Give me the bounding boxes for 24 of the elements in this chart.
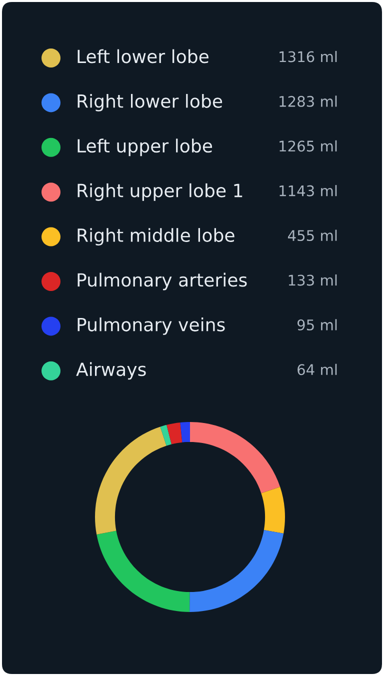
legend-label: Pulmonary veins bbox=[78, 317, 225, 335]
donut-slice bbox=[180, 422, 190, 442]
donut-slice bbox=[190, 422, 280, 494]
legend-label: Left lower lobe bbox=[78, 49, 208, 64]
data-label: 1316 ml bbox=[280, 50, 337, 62]
donut-slice bbox=[96, 530, 190, 612]
data-label: 1265 ml bbox=[280, 140, 337, 152]
data-label: 64 ml bbox=[298, 364, 337, 376]
donut-slice bbox=[160, 424, 172, 446]
legend-label: Right middle lobe bbox=[78, 228, 234, 246]
data-label: 1283 ml bbox=[280, 96, 337, 107]
donut-slice bbox=[166, 422, 182, 444]
legend-label: Left upper lobe bbox=[78, 138, 212, 156]
legend-label: Airways bbox=[76, 362, 146, 380]
donut-slice bbox=[190, 530, 284, 612]
legend-label: Pulmonary arteries bbox=[78, 272, 247, 290]
data-label: 455 ml bbox=[288, 230, 337, 242]
donut-slice bbox=[95, 426, 166, 534]
legend-label: Right lower lobe bbox=[78, 94, 222, 112]
data-label: 95 ml bbox=[297, 319, 337, 330]
legend-label: Right upper lobe 1 bbox=[78, 183, 242, 201]
donut-slice bbox=[261, 486, 285, 534]
data-label: 1143 ml bbox=[280, 185, 337, 196]
data-label: 133 ml bbox=[288, 274, 337, 286]
